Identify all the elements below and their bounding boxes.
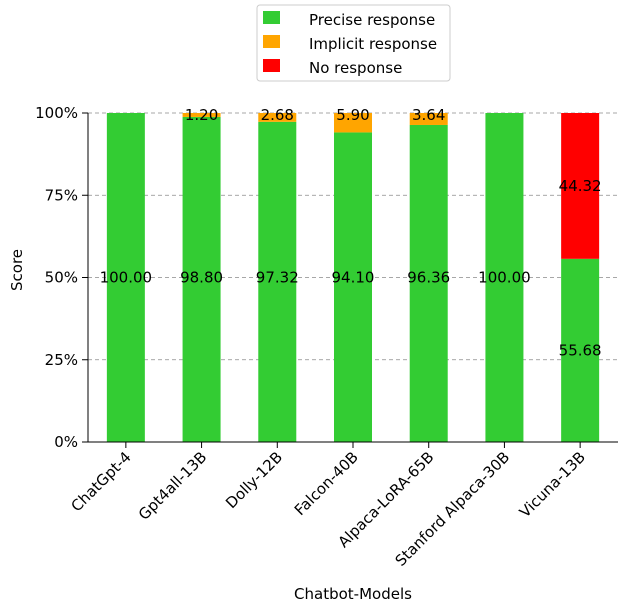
legend-swatch [263,59,280,72]
y-tick-label: 75% [45,186,78,204]
y-axis-title: Score [8,249,26,291]
legend-swatch [263,35,280,48]
legend-label: No response [309,59,402,77]
data-labels: 100.00 98.80 1.20 97.32 2.68 94.10 5.90 96.36 3.… [100,106,602,359]
x-tick-label: ChatGpt-4 [67,448,134,515]
legend-swatch [263,11,280,24]
bar-segment-implicit-response [409,113,448,125]
bar-segment-implicit-response [258,113,297,122]
y-tick-label: 100% [35,104,78,122]
legend-box [256,4,451,82]
legend: Precise response Implicit response No resp… [256,4,451,82]
legend-label: Implicit response [309,35,437,53]
legend-label: Precise response [309,11,435,29]
data-label: 98.80 [180,269,223,287]
data-label: 100.00 [100,269,153,287]
data-label: 3.64 [412,106,445,124]
data-label: 2.68 [261,106,294,124]
x-tick-label: Gpt4all-13B [135,448,211,524]
y-tick-label: 50% [45,269,78,287]
data-label: 97.32 [256,269,299,287]
bar-segment-precise-response [334,132,372,442]
data-label: 100.00 [478,269,531,287]
data-label: 96.36 [407,269,450,287]
bars [106,113,600,443]
bar-segment-implicit-response [182,113,221,117]
data-label: 44.32 [559,177,602,195]
y-tick-label: 0% [54,433,78,451]
x-axis-title: Chatbot-Models [294,585,412,603]
bar-segment-precise-response [409,124,448,443]
data-label: 55.68 [559,341,602,359]
y-tick-label: 25% [45,351,78,369]
bar-segment-precise-response [182,116,221,442]
bar-segment-precise-response [258,121,297,442]
x-tick-label: Dolly-12B [222,448,286,512]
bar-segment-no-response [561,113,600,259]
bar-segment-precise-response [485,113,524,442]
data-label: 5.90 [336,106,369,124]
data-label: 1.20 [185,106,218,124]
bar-segment-precise-response [106,113,145,442]
bar-segment-implicit-response [334,113,372,133]
data-label: 94.10 [332,269,375,287]
x-tick-label: Vicuna-13B [516,448,589,521]
bar-segment-precise-response [561,258,600,442]
x-tick-label: Falcon-40B [291,448,362,519]
grid-lines [88,112,618,361]
